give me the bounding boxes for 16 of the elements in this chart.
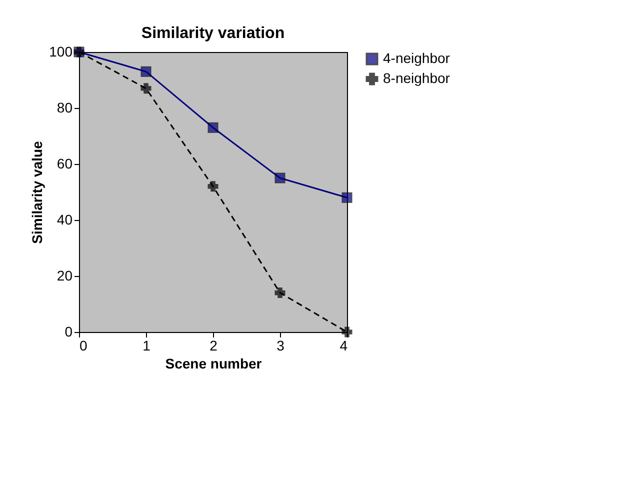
y-tick-label: 60 — [56, 156, 73, 172]
x-axis-title: Scene number — [165, 356, 262, 372]
x-tick-label: 1 — [142, 338, 151, 354]
y-tick-label: 20 — [56, 268, 73, 284]
y-tick-label: 40 — [56, 212, 73, 228]
y-tick-label: 0 — [64, 324, 73, 340]
y-tick-label: 100 — [49, 44, 73, 60]
x-tick-label: 3 — [276, 338, 285, 354]
legend-label: 4-neighbor — [383, 50, 450, 66]
x-tick-label: 2 — [210, 338, 218, 354]
chart-title: Similarity variation — [141, 25, 285, 42]
legend-label: 8-neighbor — [383, 70, 450, 86]
y-axis-title: Similarity value — [29, 140, 46, 244]
x-tick-label: 0 — [80, 338, 88, 354]
x-tick-label: 4 — [340, 338, 348, 354]
y-tick-label: 80 — [56, 100, 73, 116]
